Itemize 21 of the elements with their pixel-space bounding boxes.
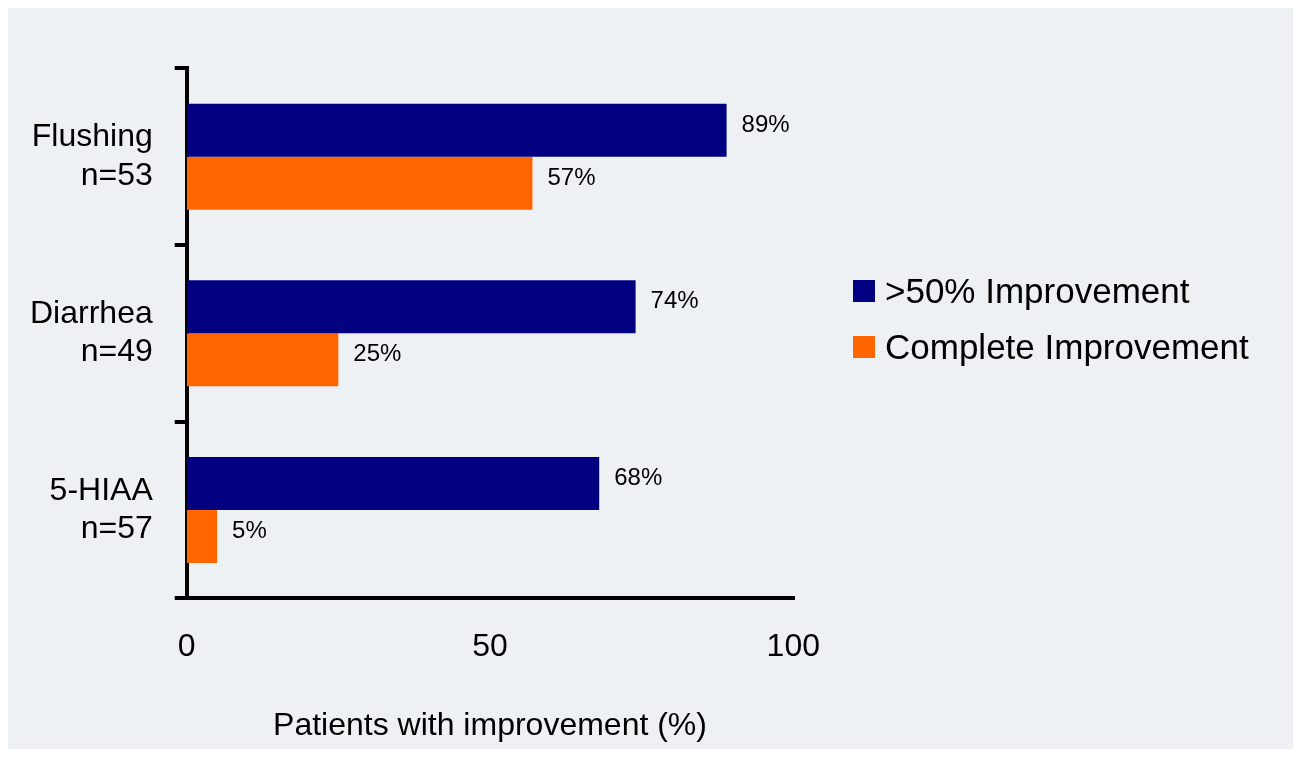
data-label: 25%	[353, 339, 402, 367]
data-label: 5%	[232, 516, 267, 544]
legend-label: >50% Improvement	[885, 271, 1190, 311]
legend-label: Complete Improvement	[885, 327, 1249, 367]
bar	[186, 333, 339, 387]
y-tick-label: Flushing n=53	[31, 117, 153, 192]
data-label: 68%	[614, 463, 663, 491]
data-label: 57%	[547, 162, 596, 190]
y-tick-label: Diarrhea n=49	[30, 293, 153, 369]
bar	[186, 156, 533, 210]
bar	[186, 509, 218, 563]
x-tick-label: 100	[766, 627, 820, 664]
x-tick-label: 50	[472, 627, 508, 664]
data-label: 89%	[741, 109, 790, 137]
data-label: 74%	[650, 286, 699, 314]
x-tick-label: 0	[177, 627, 196, 664]
bar	[186, 103, 727, 157]
x-axis-title: Patients with improvement (%)	[273, 705, 707, 742]
bar	[186, 456, 600, 510]
bar	[186, 280, 636, 334]
y-tick-label: 5-HIAA n=57	[49, 470, 154, 545]
